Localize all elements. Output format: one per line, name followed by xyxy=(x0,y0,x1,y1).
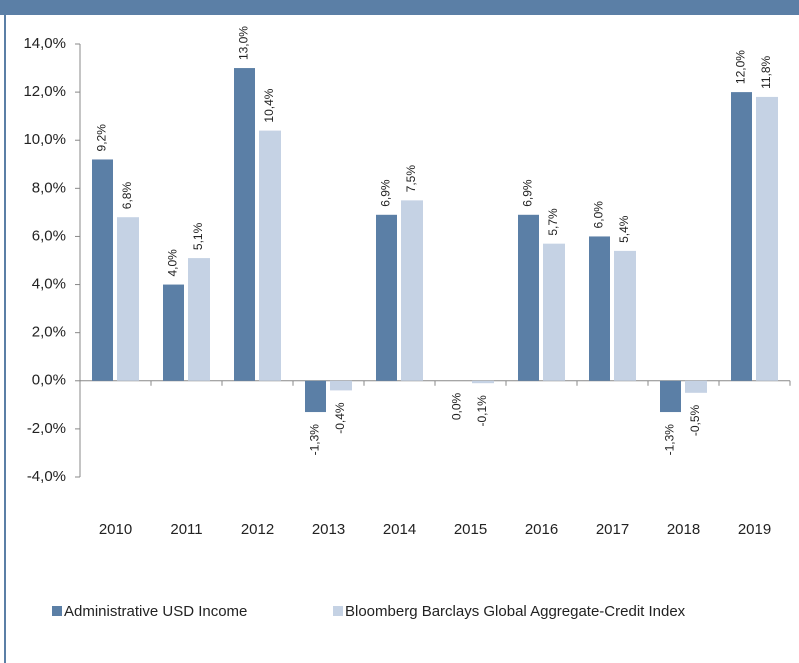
bar xyxy=(589,236,610,381)
x-tick-label: 2019 xyxy=(738,521,771,538)
data-label: 6,0% xyxy=(592,201,606,229)
y-tick-label: 0,0% xyxy=(32,372,66,389)
y-tick-label: 2,0% xyxy=(32,324,66,341)
top-band xyxy=(0,0,799,15)
data-label: 5,4% xyxy=(617,215,631,243)
bar xyxy=(330,380,352,391)
data-label: 6,9% xyxy=(521,179,535,207)
bar xyxy=(259,130,281,381)
bar xyxy=(234,68,255,381)
y-tick-label: 12,0% xyxy=(23,83,66,100)
legend-label: Bloomberg Barclays Global Aggregate-Cred… xyxy=(345,603,686,620)
data-label: 0,0% xyxy=(450,392,464,420)
data-label: -0,5% xyxy=(688,404,702,436)
bar xyxy=(472,380,494,384)
bar xyxy=(188,258,210,381)
bar xyxy=(614,250,636,381)
y-tick-label: 8,0% xyxy=(32,179,66,196)
bar xyxy=(92,159,113,381)
data-label: -0,4% xyxy=(333,402,347,434)
bar xyxy=(660,380,681,413)
bar xyxy=(543,243,565,381)
data-label: -1,3% xyxy=(308,424,322,456)
bar xyxy=(756,96,778,381)
y-tick-label: 10,0% xyxy=(23,131,66,148)
x-tick-label: 2014 xyxy=(383,521,416,538)
x-tick-label: 2017 xyxy=(596,521,629,538)
x-tick-label: 2018 xyxy=(667,521,700,538)
bar xyxy=(685,380,707,393)
data-label: 4,0% xyxy=(166,249,180,277)
data-label: 6,9% xyxy=(379,179,393,207)
bar xyxy=(401,200,423,381)
x-tick-label: 2010 xyxy=(99,521,132,538)
data-label: 9,2% xyxy=(95,124,109,152)
bar xyxy=(305,380,326,413)
data-label: 5,1% xyxy=(191,222,205,250)
x-tick-label: 2012 xyxy=(241,521,274,538)
bar xyxy=(376,214,397,381)
legend-swatch xyxy=(52,606,62,616)
legend-label: Administrative USD Income xyxy=(64,603,247,620)
data-label: 7,5% xyxy=(404,165,418,193)
data-label: 11,8% xyxy=(759,55,773,88)
data-label: 10,4% xyxy=(262,88,276,122)
bar xyxy=(163,284,184,381)
data-label: -0,1% xyxy=(475,395,489,427)
bar xyxy=(731,92,752,381)
data-label: 5,7% xyxy=(546,208,560,236)
data-label: 12,0% xyxy=(734,50,748,84)
x-tick-label: 2013 xyxy=(312,521,345,538)
x-tick-label: 2015 xyxy=(454,521,487,538)
y-tick-label: -4,0% xyxy=(27,468,66,485)
bar xyxy=(117,217,139,381)
legend-swatch xyxy=(333,606,343,616)
y-tick-label: 14,0% xyxy=(23,35,66,52)
y-tick-label: 6,0% xyxy=(32,227,66,244)
left-border xyxy=(4,0,6,663)
y-tick-label: 4,0% xyxy=(32,276,66,293)
x-tick-label: 2011 xyxy=(170,521,202,538)
data-label: 13,0% xyxy=(237,26,251,60)
y-tick-label: -2,0% xyxy=(27,420,66,437)
data-label: -1,3% xyxy=(663,424,677,456)
data-label: 6,8% xyxy=(120,182,134,210)
x-tick-label: 2016 xyxy=(525,521,558,538)
bar xyxy=(518,214,539,381)
